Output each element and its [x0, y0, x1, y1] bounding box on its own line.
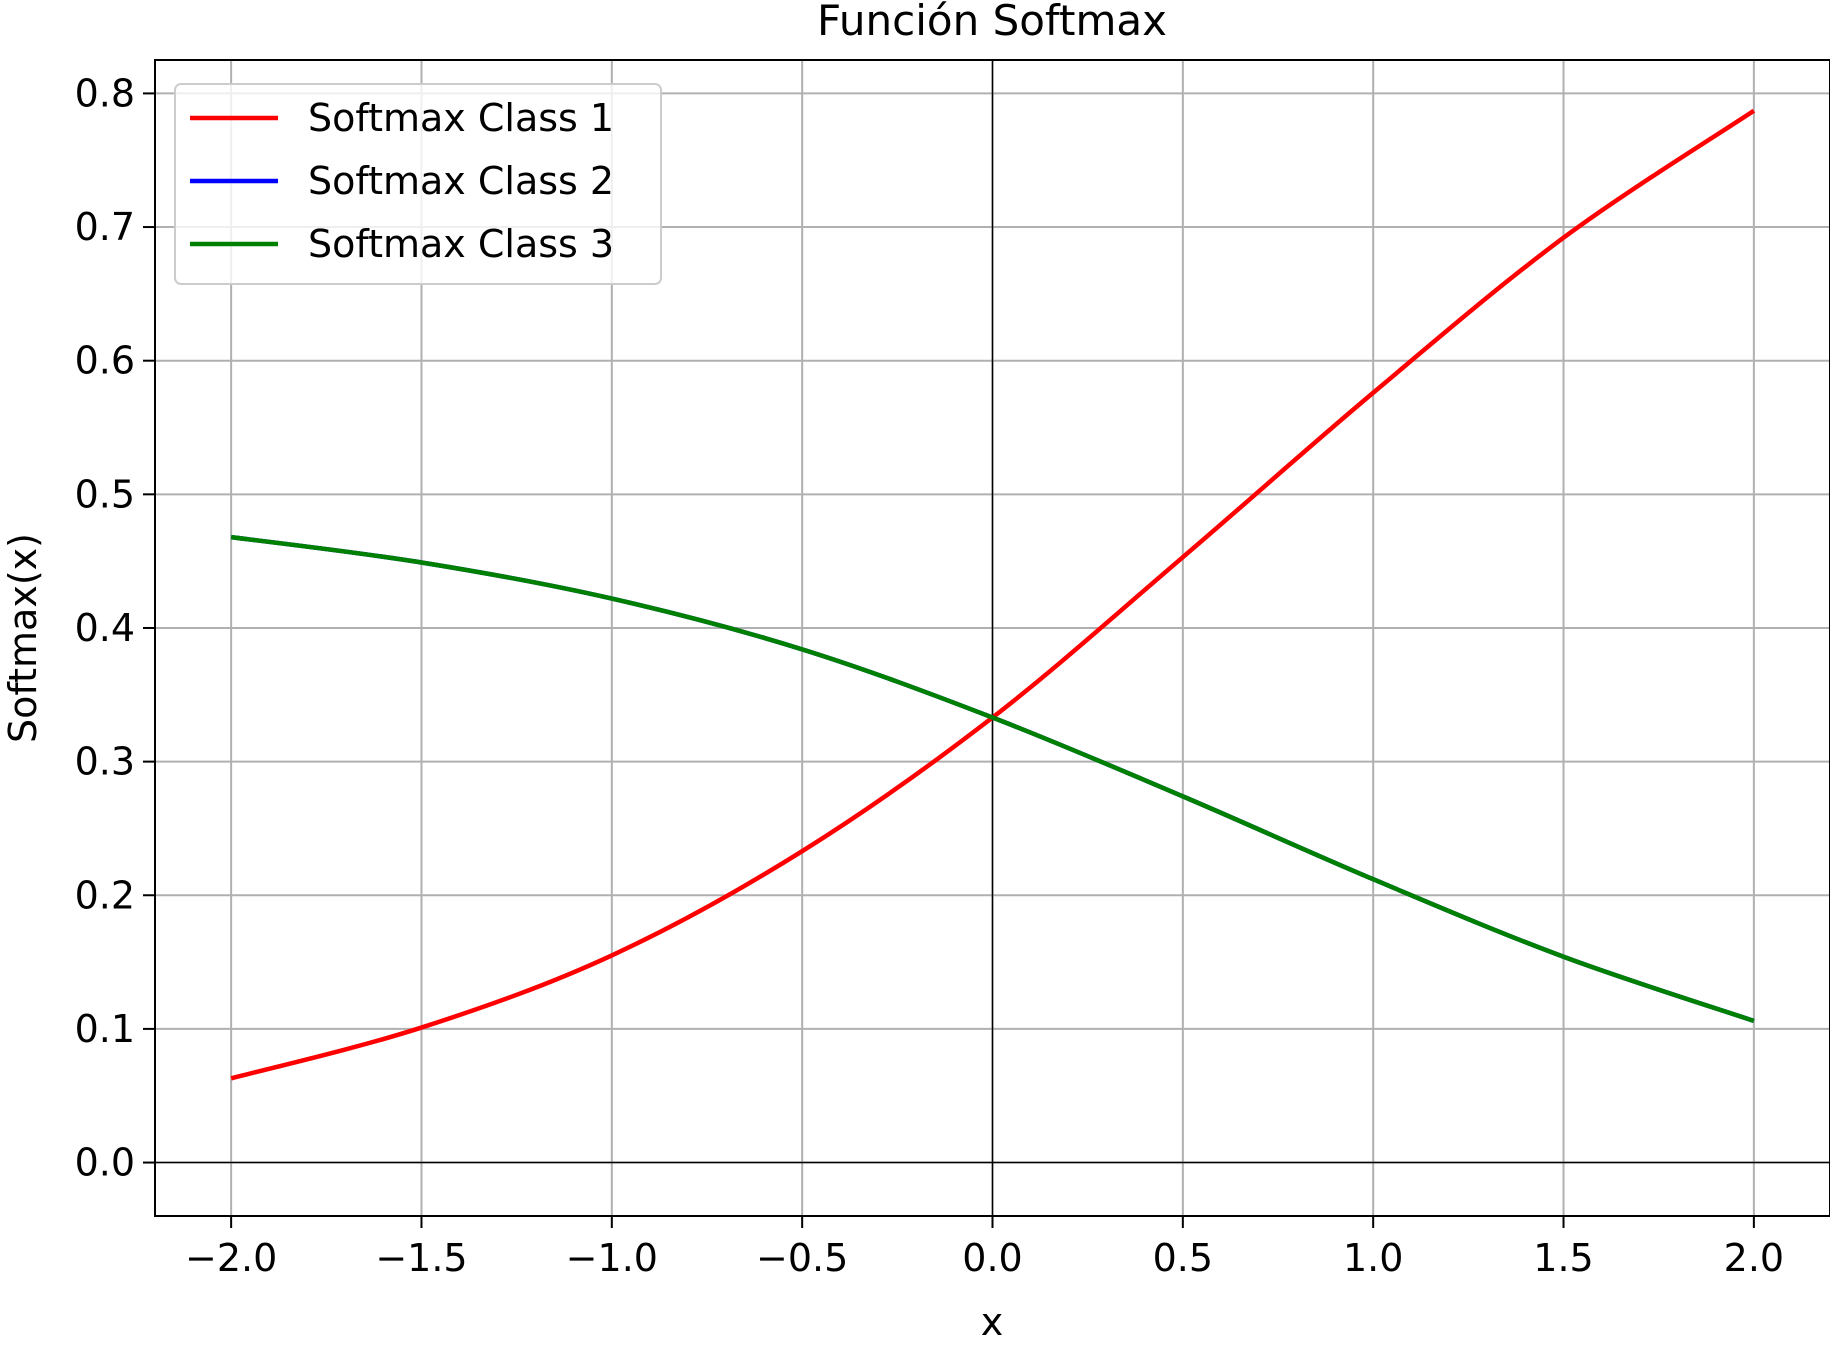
y-axis-ticks: 0.0 0.1 0.2 0.3 0.4 0.5 0.6 0.7 0.8	[75, 71, 155, 1185]
legend-label-class-2: Softmax Class 2	[308, 159, 614, 203]
y-tick-label: 0.4	[75, 606, 135, 650]
y-tick-label: 0.5	[75, 472, 135, 516]
x-tick-label: −2.0	[185, 1236, 277, 1280]
legend: Softmax Class 1 Softmax Class 2 Softmax Cl…	[174, 83, 662, 285]
y-tick-label: 0.7	[75, 205, 135, 249]
legend-box	[174, 83, 662, 285]
y-axis-label: Softmax(x)	[1, 533, 45, 743]
series-lines	[230, 108, 1756, 1081]
series-line-class-3	[230, 534, 1755, 1024]
series-line-class-1	[230, 108, 1756, 1081]
y-tick-label: 0.6	[75, 339, 135, 383]
x-tick-label: 1.5	[1533, 1236, 1593, 1280]
y-tick-label: 0.0	[75, 1141, 135, 1185]
reference-lines	[155, 60, 1830, 1216]
x-tick-label: −1.5	[375, 1236, 467, 1280]
legend-label-class-3: Softmax Class 3	[308, 222, 614, 266]
legend-label-class-1: Softmax Class 1	[308, 96, 614, 140]
y-tick-label: 0.2	[75, 873, 135, 917]
chart-title: Función Softmax	[817, 0, 1167, 45]
y-tick-label: 0.3	[75, 740, 135, 784]
x-tick-label: −1.0	[566, 1236, 658, 1280]
x-axis-ticks: −2.0 −1.5 −1.0 −0.5 0.0 0.5 1.0 1.5 2.0	[185, 1216, 1784, 1280]
x-axis-label: x	[981, 1300, 1004, 1344]
y-tick-label: 0.1	[75, 1007, 135, 1051]
x-tick-label: −0.5	[756, 1236, 848, 1280]
x-tick-label: 0.0	[962, 1236, 1022, 1280]
x-tick-label: 0.5	[1153, 1236, 1213, 1280]
x-tick-label: 2.0	[1724, 1236, 1784, 1280]
x-tick-label: 1.0	[1343, 1236, 1403, 1280]
y-tick-label: 0.8	[75, 71, 135, 115]
